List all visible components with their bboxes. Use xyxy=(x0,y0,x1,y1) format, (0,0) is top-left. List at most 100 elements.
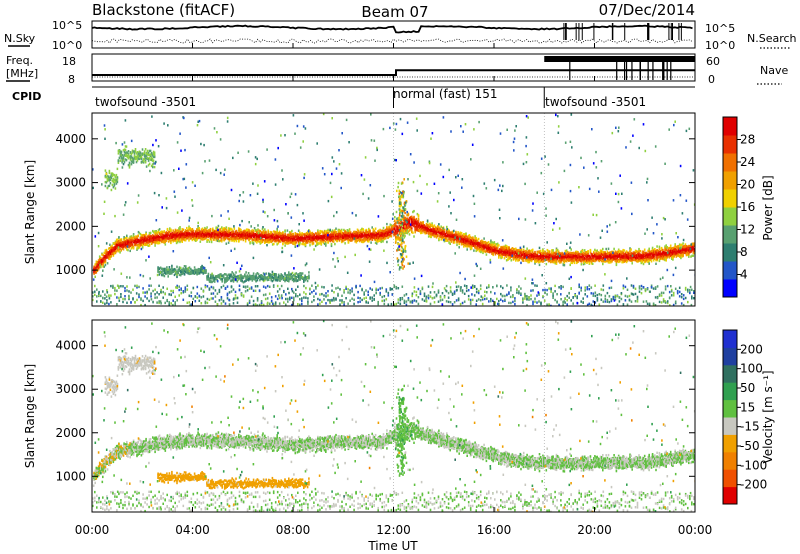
nsky-left-tick-top: 10^5 xyxy=(52,19,82,32)
band-power-cell xyxy=(294,245,297,248)
band-power-cell xyxy=(210,232,213,236)
band-power-cell xyxy=(171,236,173,239)
band-power-cell xyxy=(231,239,233,242)
band-power-cell xyxy=(466,240,468,243)
band-power-cell xyxy=(406,223,408,226)
band-power-cell xyxy=(468,243,471,246)
band-power-cell xyxy=(248,234,250,237)
band-power-cell xyxy=(276,230,278,234)
band-power-cell xyxy=(364,230,367,234)
band-power-cell xyxy=(536,254,539,257)
band-power-cell xyxy=(345,234,347,238)
band-power-cell xyxy=(149,239,152,243)
band-power-cell xyxy=(212,232,214,235)
band-power-cell xyxy=(432,232,434,235)
band-power-cell xyxy=(270,235,273,239)
band-power-cell xyxy=(415,220,418,223)
band-power-cell xyxy=(413,217,415,220)
band-power-cell xyxy=(227,230,230,233)
band-power-cell xyxy=(316,232,318,235)
band-power-cell xyxy=(223,238,225,241)
band-power-cell xyxy=(371,226,373,229)
band-power-cell xyxy=(459,231,462,234)
band-power-cell xyxy=(268,241,271,244)
band-power-cell xyxy=(426,227,429,230)
band-power-cell xyxy=(424,228,427,231)
band-power-cell xyxy=(294,241,297,245)
band-power-cell xyxy=(219,233,222,236)
band-power-cell xyxy=(482,242,484,245)
band-power-cell xyxy=(443,228,446,232)
band-power-cell xyxy=(143,242,145,246)
band-power-cell xyxy=(306,230,309,234)
band-power-cell xyxy=(113,246,116,249)
band-power-cell xyxy=(258,235,260,239)
band-power-cell xyxy=(370,241,372,244)
band-power-cell xyxy=(199,236,202,239)
band-power-cell xyxy=(360,236,362,239)
band-power-cell xyxy=(145,239,147,243)
band-power-cell xyxy=(409,225,412,228)
band-power-cell xyxy=(522,250,525,253)
band-power-cell xyxy=(415,223,418,226)
band-power-cell xyxy=(500,253,502,256)
band-power-cell xyxy=(450,236,453,240)
band-power-cell xyxy=(313,235,316,238)
band-power-cell xyxy=(519,249,522,252)
band-power-cell xyxy=(210,234,213,237)
band-power-cell xyxy=(485,246,488,250)
band-power-cell xyxy=(169,237,171,240)
band-power-cell xyxy=(184,233,187,236)
band-power-cell xyxy=(202,235,205,239)
band-power-cell xyxy=(375,239,378,242)
band-power-cell xyxy=(317,229,319,232)
band-power-cell xyxy=(224,230,226,234)
band-power-cell xyxy=(160,238,162,241)
band-power-cell xyxy=(279,234,282,238)
band-power-cell xyxy=(236,236,239,240)
nave-tick-bottom: 0 xyxy=(708,73,715,86)
band-power-cell xyxy=(451,230,454,234)
band-power-cell xyxy=(325,240,327,244)
band-power-cell xyxy=(204,234,206,237)
band-power-cell xyxy=(416,212,419,216)
band-power-cell xyxy=(411,230,413,234)
band-power-cell xyxy=(214,235,216,238)
band-power-cell xyxy=(119,239,121,243)
band-power-cell xyxy=(288,241,291,244)
band-power-cell xyxy=(396,230,398,233)
band-power-cell xyxy=(141,236,144,240)
band-power-cell xyxy=(212,227,214,230)
band-power-cell xyxy=(209,228,212,231)
band-power-cell xyxy=(301,242,303,246)
band-power-cell xyxy=(348,238,351,242)
band-power-cell xyxy=(256,231,258,234)
band-power-cell xyxy=(271,236,274,239)
band-power-cell xyxy=(256,241,258,244)
band-power-cell xyxy=(481,242,483,245)
band-power-cell xyxy=(261,227,264,231)
band-power-cell xyxy=(206,230,208,233)
band-power-cell xyxy=(175,234,178,238)
band-power-cell xyxy=(409,227,412,230)
band-power-cell xyxy=(457,237,459,240)
band-power-cell xyxy=(275,231,277,234)
band-power-cell xyxy=(303,236,306,240)
band-power-cell xyxy=(215,232,217,235)
band-power-cell xyxy=(456,236,458,239)
band-power-cell xyxy=(129,242,131,245)
band-power-cell xyxy=(228,239,231,242)
band-power-cell xyxy=(483,247,485,250)
band-power-cell xyxy=(212,229,214,232)
band-power-cell xyxy=(239,235,241,238)
band-power-cell xyxy=(502,250,505,254)
band-power-cell xyxy=(529,258,532,262)
band-power-cell xyxy=(228,229,231,233)
band-power-cell xyxy=(516,257,518,261)
band-power-cell xyxy=(122,238,125,241)
band-power-cell xyxy=(470,237,473,240)
band-power-cell xyxy=(338,236,341,239)
band-power-cell xyxy=(271,243,274,246)
band-power-cell xyxy=(474,241,476,245)
band-power-cell xyxy=(332,240,335,243)
